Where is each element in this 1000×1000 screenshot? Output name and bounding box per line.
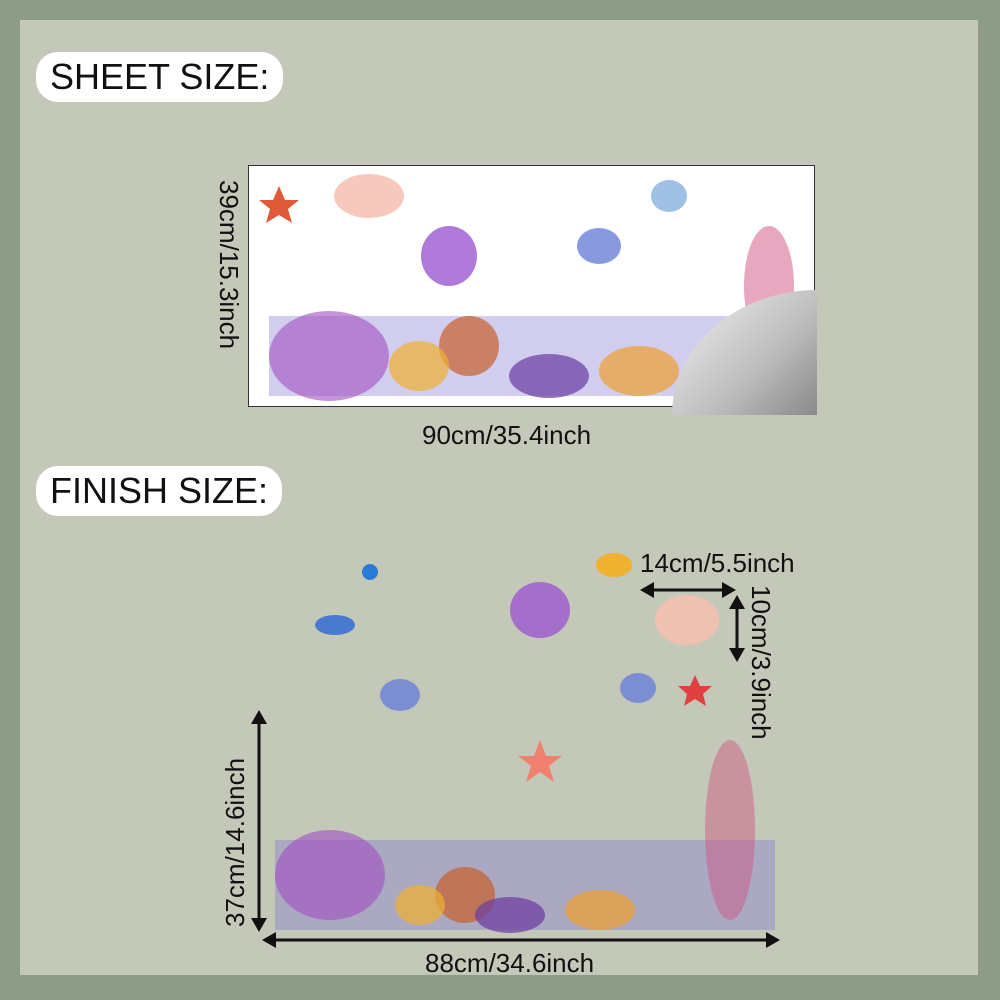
coral-width-text: 14cm/5.5inch: [640, 548, 795, 578]
dimension-arrows: [251, 582, 780, 948]
coral-height-text: 10cm/3.9inch: [746, 585, 776, 740]
decals: [275, 553, 775, 933]
finish-width-text: 88cm/34.6inch: [425, 948, 595, 978]
finish-size-label: FINISH SIZE:: [36, 466, 283, 516]
sheet-width-text: 90cm/35.4inch: [422, 420, 592, 450]
finish-height-text: 37cm/14.6inch: [220, 757, 250, 927]
sheet-size-label: SHEET SIZE:: [36, 52, 284, 102]
